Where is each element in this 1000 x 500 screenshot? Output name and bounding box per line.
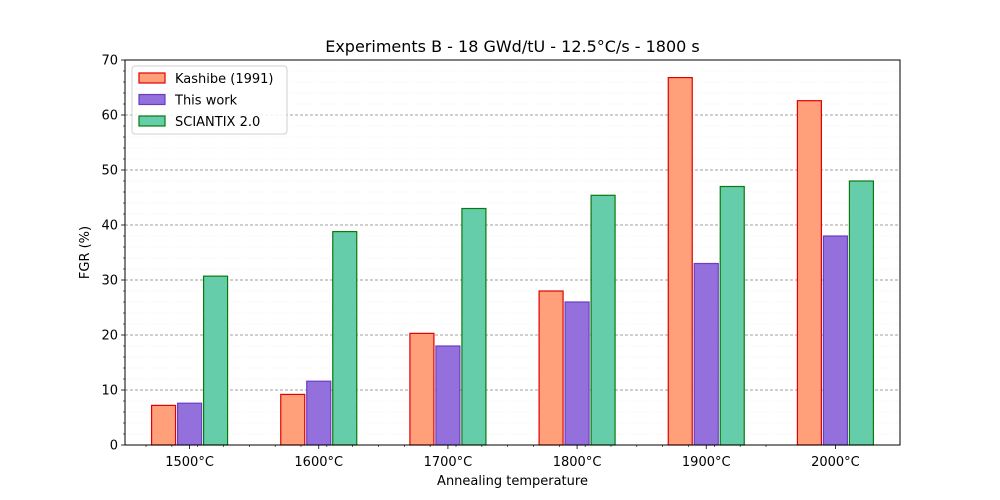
chart-title: Experiments B - 18 GWd/tU - 12.5°C/s - 1… xyxy=(325,37,700,56)
x-tick-label: 1900°C xyxy=(682,455,731,470)
legend-swatch xyxy=(138,115,166,127)
x-tick-label: 1700°C xyxy=(424,455,473,470)
y-tick-label: 50 xyxy=(101,164,118,179)
bar xyxy=(564,301,590,446)
bar xyxy=(538,290,564,446)
y-tick-label: 70 xyxy=(101,54,118,69)
bar xyxy=(150,404,177,446)
bar xyxy=(719,185,745,446)
x-tick-label: 1800°C xyxy=(553,455,602,470)
bar xyxy=(590,194,616,446)
y-axis: 0 10 20 30 40 50 60 70 xyxy=(101,54,125,454)
bar xyxy=(667,76,693,446)
bar xyxy=(796,100,823,446)
bar xyxy=(202,275,229,446)
y-tick-label: 30 xyxy=(101,274,118,289)
y-axis-label: FGR (%) xyxy=(78,226,93,279)
bar xyxy=(435,345,461,446)
y-tick-label: 10 xyxy=(101,384,118,399)
x-tick-label: 1500°C xyxy=(165,455,214,470)
bars xyxy=(150,76,875,446)
legend-swatch xyxy=(138,72,166,84)
bar xyxy=(176,402,203,446)
bar xyxy=(409,332,435,446)
legend-swatch xyxy=(138,93,166,106)
grid-lines xyxy=(125,70,900,435)
y-tick-label: 0 xyxy=(110,439,118,454)
plot-frame xyxy=(124,59,901,446)
x-tick-label: 2000°C xyxy=(811,455,860,470)
bar xyxy=(461,207,487,446)
bar xyxy=(848,180,875,446)
x-tick-label: 1600°C xyxy=(294,455,343,470)
bar xyxy=(306,380,332,446)
bar xyxy=(280,393,306,446)
y-tick-label: 40 xyxy=(101,219,118,234)
x-axis-label: Annealing temperature xyxy=(437,474,588,489)
legend: Kashibe (1991) This work SCIANTIX 2.0 xyxy=(131,65,288,135)
y-tick-label: 60 xyxy=(101,109,118,124)
x-axis: 1500°C 1600°C 1700°C 1800°C 1900°C 2000°C xyxy=(145,445,860,470)
bar xyxy=(822,235,849,446)
legend-label: This work xyxy=(174,94,238,109)
bar xyxy=(693,262,719,446)
legend-label: Kashibe (1991) xyxy=(175,72,274,87)
legend-box xyxy=(131,65,288,135)
legend-label: SCIANTIX 2.0 xyxy=(175,115,260,130)
bar xyxy=(332,231,358,446)
y-tick-label: 20 xyxy=(101,329,118,344)
